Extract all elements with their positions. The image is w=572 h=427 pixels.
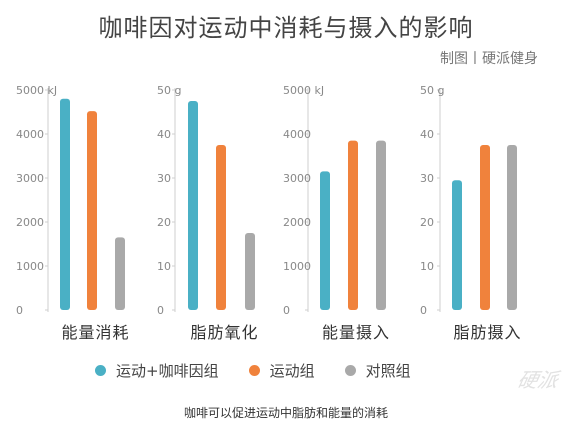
energy-expenditure-tick-label: 3000 xyxy=(16,172,44,185)
legend: 运动+咖啡因组 运动组 对照组 xyxy=(95,360,411,381)
energy-intake-tick-label: 1000 xyxy=(283,260,311,273)
legend-item-exercise: 运动组 xyxy=(248,360,315,381)
fat-oxidation-bar-2 xyxy=(216,145,226,310)
energy-intake-tick-label: 5000 kJ xyxy=(283,84,324,97)
energy-intake-bar-2 xyxy=(348,140,358,310)
energy-expenditure-tick-label: 5000 kJ xyxy=(16,84,57,97)
legend-dot-caffeine xyxy=(95,365,106,376)
legend-label-exercise: 运动组 xyxy=(269,362,315,380)
legend-dot-control xyxy=(344,365,356,376)
fat-oxidation-tick-label: 10 xyxy=(157,260,171,273)
fat-oxidation-tick-label: 0 xyxy=(157,304,164,317)
fat-intake-tick-label: 30 xyxy=(420,172,434,185)
fat-oxidation-tick-label: 20 xyxy=(157,216,171,229)
energy-expenditure-tick-label: 0 xyxy=(16,304,23,317)
fat-intake-category-label: 脂肪摄入 xyxy=(453,323,521,342)
fat-oxidation-bar-3 xyxy=(245,233,255,310)
energy-expenditure-bar-1 xyxy=(60,98,70,310)
credit-text: 制图丨硬派健身 xyxy=(440,51,538,67)
energy-expenditure-tick-label: 2000 xyxy=(16,216,44,229)
fat-oxidation-tick-label: 40 xyxy=(157,128,171,141)
chart-title: 咖啡因对运动中消耗与摄入的影响 xyxy=(98,14,474,42)
caption: 咖啡可以促进运动中脂肪和能量的消耗 xyxy=(183,406,388,420)
fat-intake-tick-label: 0 xyxy=(420,304,427,317)
fat-intake-bar-2 xyxy=(480,145,490,310)
energy-expenditure-category-label: 能量消耗 xyxy=(61,323,129,342)
legend-label-caffeine: 运动+咖啡因组 xyxy=(116,362,219,380)
energy-intake-bar-3 xyxy=(376,140,386,310)
energy-intake-bar-1 xyxy=(320,171,330,310)
energy-expenditure-tick-label: 1000 xyxy=(16,260,44,273)
legend-dot-exercise xyxy=(248,365,260,376)
fat-oxidation-tick-label: 30 xyxy=(157,172,171,185)
fat-intake-tick-label: 40 xyxy=(420,128,434,141)
energy-expenditure-bar-2 xyxy=(87,111,97,311)
fat-intake-tick-label: 50 g xyxy=(420,84,444,97)
fat-intake-bar-3 xyxy=(507,145,517,310)
fat-intake-tick-label: 20 xyxy=(420,216,434,229)
fat-intake-bar-1 xyxy=(452,180,462,310)
legend-item-control: 对照组 xyxy=(344,360,411,381)
watermark-logo: 硬派 xyxy=(515,368,561,392)
energy-intake-category-label: 能量摄入 xyxy=(322,323,390,342)
legend-item-caffeine: 运动+咖啡因组 xyxy=(95,360,219,381)
fat-oxidation-category-label: 脂肪氧化 xyxy=(190,323,258,342)
fat-oxidation-tick-label: 50 g xyxy=(157,84,181,97)
energy-intake-tick-label: 4000 xyxy=(283,128,311,141)
fat-intake-tick-label: 10 xyxy=(420,260,434,273)
energy-intake-tick-label: 2000 xyxy=(283,216,311,229)
energy-intake-tick-label: 3000 xyxy=(283,172,311,185)
energy-intake-tick-label: 0 xyxy=(283,304,290,317)
fat-oxidation-bar-1 xyxy=(188,101,198,310)
energy-expenditure-bar-3 xyxy=(115,237,125,310)
energy-expenditure-tick-label: 4000 xyxy=(16,128,44,141)
legend-label-control: 对照组 xyxy=(365,362,411,380)
